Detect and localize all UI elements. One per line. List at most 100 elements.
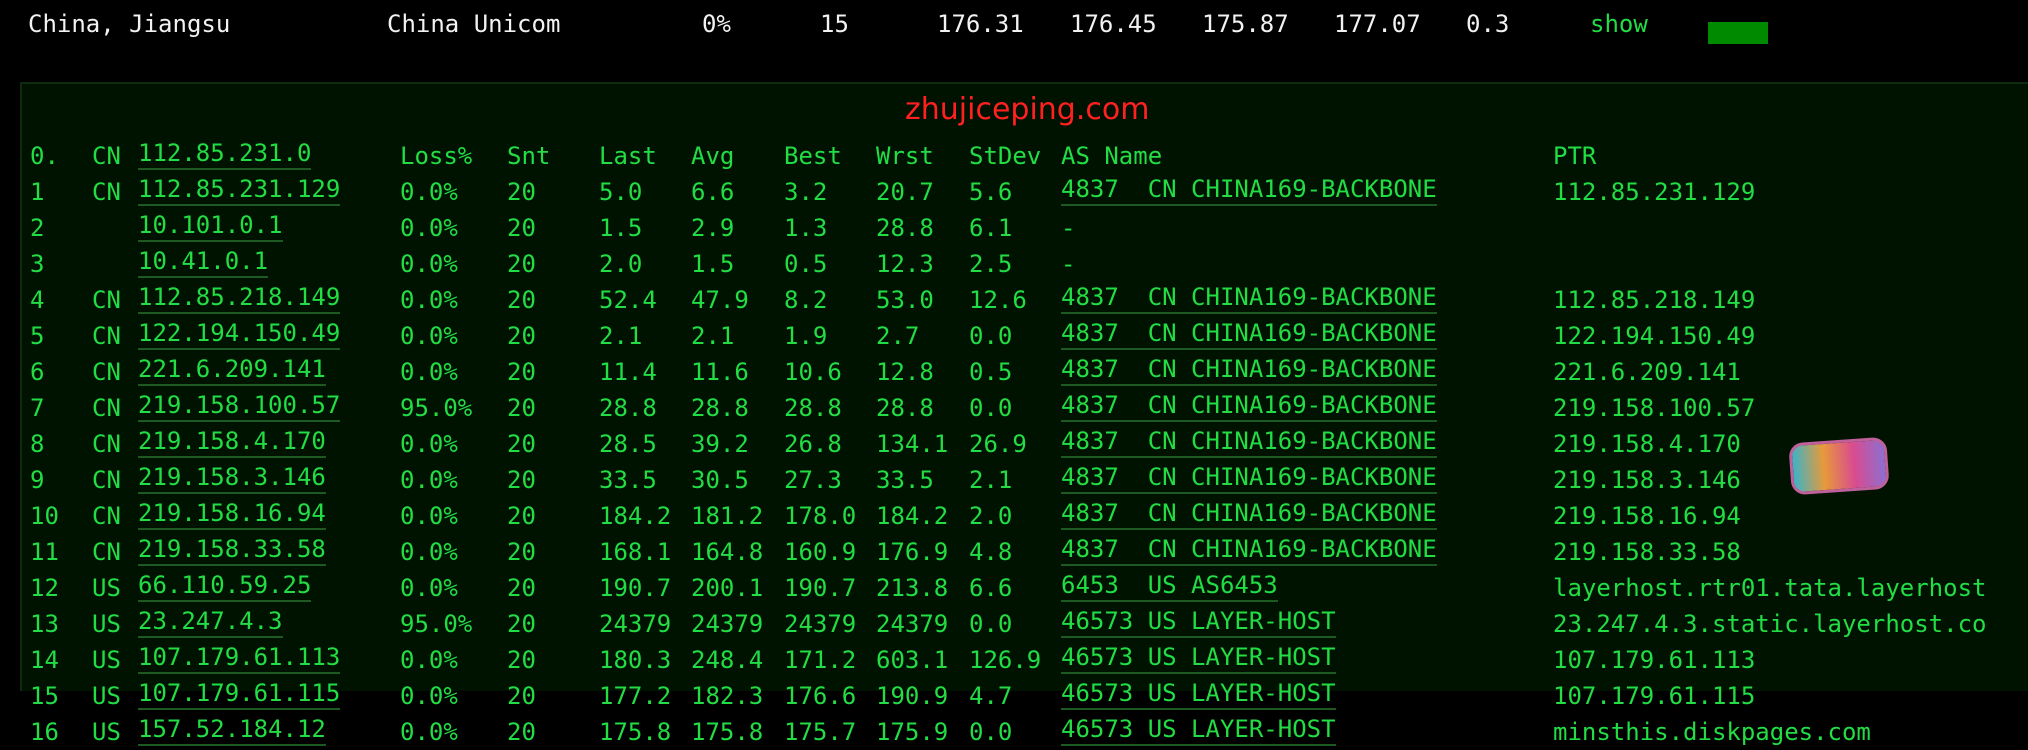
cell-ptr: layerhost.rtr01.tata.layerhost bbox=[1553, 574, 1987, 602]
cell-ip[interactable]: 112.85.218.149 bbox=[138, 282, 341, 314]
cell-best: 10.6 bbox=[784, 358, 842, 386]
cell-as[interactable]: 4837 CN CHINA169-BACKBONE bbox=[1061, 498, 1437, 530]
cell-ip[interactable]: 122.194.150.49 bbox=[138, 318, 341, 350]
cell-best: 27.3 bbox=[784, 466, 842, 494]
cell-ip[interactable]: 219.158.100.57 bbox=[138, 390, 341, 422]
cell-as: - bbox=[1061, 214, 1076, 242]
cell-ip[interactable]: 107.179.61.113 bbox=[138, 642, 341, 674]
cell-ip[interactable]: 221.6.209.141 bbox=[138, 354, 326, 386]
cell-snt: 20 bbox=[507, 394, 536, 422]
cell-best: 24379 bbox=[784, 610, 857, 638]
cell-avg: 11.6 bbox=[691, 358, 749, 386]
watermark: zhujiceping.com bbox=[905, 92, 1150, 127]
cell-ptr: 219.158.33.58 bbox=[1553, 538, 1741, 566]
cell-wrst: 176.9 bbox=[876, 538, 949, 566]
cell-ip[interactable]: 157.52.184.12 bbox=[138, 714, 326, 746]
show-link[interactable]: show bbox=[1590, 10, 1648, 38]
cell-best: 1.3 bbox=[784, 214, 828, 242]
cell-loss: 95.0% bbox=[400, 610, 473, 638]
cell-as[interactable]: 4837 CN CHINA169-BACKBONE bbox=[1061, 462, 1437, 494]
cell-best: 160.9 bbox=[784, 538, 857, 566]
cell-cc: CN bbox=[92, 322, 121, 350]
cell-avg: 47.9 bbox=[691, 286, 749, 314]
cell-best: 176.6 bbox=[784, 682, 857, 710]
cell-snt: 20 bbox=[507, 538, 536, 566]
cell-snt: 20 bbox=[507, 286, 536, 314]
cell-ip[interactable]: 219.158.16.94 bbox=[138, 498, 326, 530]
cell-ip[interactable]: 66.110.59.25 bbox=[138, 570, 312, 602]
cell-stdev: 0.0 bbox=[969, 394, 1013, 422]
cell-ptr: 219.158.3.146 bbox=[1553, 466, 1741, 494]
cell-as[interactable]: 46573 US LAYER-HOST bbox=[1061, 714, 1336, 746]
cell-ptr: 221.6.209.141 bbox=[1553, 358, 1741, 386]
cell-ip[interactable]: 112.85.231.0 bbox=[138, 138, 312, 170]
cell-ip[interactable]: 10.101.0.1 bbox=[138, 210, 283, 242]
cell-num: 16 bbox=[30, 718, 59, 746]
cell-as[interactable]: 46573 US LAYER-HOST bbox=[1061, 678, 1336, 710]
cell-wrst: 190.9 bbox=[876, 682, 949, 710]
cell-wrst: 184.2 bbox=[876, 502, 949, 530]
cell-ip[interactable]: 219.158.33.58 bbox=[138, 534, 326, 566]
cell-snt: 20 bbox=[507, 250, 536, 278]
cell-num: 12 bbox=[30, 574, 59, 602]
cell-best: 0.5 bbox=[784, 250, 828, 278]
status-bar bbox=[1708, 22, 1768, 44]
cell-as[interactable]: 4837 CN CHINA169-BACKBONE bbox=[1061, 534, 1437, 566]
cell-last: 33.5 bbox=[599, 466, 657, 494]
cell-num: 5 bbox=[30, 322, 45, 350]
cell-as[interactable]: 46573 US LAYER-HOST bbox=[1061, 642, 1336, 674]
cell-ip[interactable]: 219.158.3.146 bbox=[138, 462, 326, 494]
cell-as[interactable]: 4837 CN CHINA169-BACKBONE bbox=[1061, 282, 1437, 314]
cell-as[interactable]: 46573 US LAYER-HOST bbox=[1061, 606, 1336, 638]
cell-as[interactable]: 6453 US AS6453 bbox=[1061, 570, 1278, 602]
cell-best: 1.9 bbox=[784, 322, 828, 350]
cell-ip[interactable]: 10.41.0.1 bbox=[138, 246, 269, 278]
cell-cc: US bbox=[92, 574, 121, 602]
sent: 15 bbox=[820, 10, 849, 38]
cell-avg: 1.5 bbox=[691, 250, 735, 278]
cell-as[interactable]: 4837 CN CHINA169-BACKBONE bbox=[1061, 390, 1437, 422]
cell-num: 9 bbox=[30, 466, 45, 494]
cell-cc: US bbox=[92, 682, 121, 710]
table-row: 9 CN 219.158.3.146 0.0% 20 33.5 30.5 27.3 33.5 2.… bbox=[22, 462, 2028, 498]
cell-last: 5.0 bbox=[599, 178, 643, 206]
cell-snt: 20 bbox=[507, 358, 536, 386]
cell-as[interactable]: 4837 CN CHINA169-BACKBONE bbox=[1061, 426, 1437, 458]
cell-num: 11 bbox=[30, 538, 59, 566]
cell-stdev: 6.1 bbox=[969, 214, 1013, 242]
cell-cc: CN bbox=[92, 178, 121, 206]
cell-as[interactable]: 4837 CN CHINA169-BACKBONE bbox=[1061, 318, 1437, 350]
table-row: 2 10.101.0.1 0.0% 20 1.5 2.9 1.3 28.8 6.1 - bbox=[22, 210, 2028, 246]
cell-avg: 6.6 bbox=[691, 178, 735, 206]
cell-num: 10 bbox=[30, 502, 59, 530]
cell-snt: 20 bbox=[507, 610, 536, 638]
table-row: 11 CN 219.158.33.58 0.0% 20 168.1 164.8 160.9 17… bbox=[22, 534, 2028, 570]
cell-cc: CN bbox=[92, 466, 121, 494]
cell-last: 28.8 bbox=[599, 394, 657, 422]
column-header-snt: Snt bbox=[507, 142, 551, 170]
cell-snt: 20 bbox=[507, 178, 536, 206]
cell-as[interactable]: 4837 CN CHINA169-BACKBONE bbox=[1061, 354, 1437, 386]
cell-snt: 20 bbox=[507, 322, 536, 350]
cell-loss: 0.0% bbox=[400, 286, 458, 314]
cell-ip[interactable]: 23.247.4.3 bbox=[138, 606, 283, 638]
table-row: 5 CN 122.194.150.49 0.0% 20 2.1 2.1 1.9 2.7 0.0 48… bbox=[22, 318, 2028, 354]
cell-loss: 0.0% bbox=[400, 358, 458, 386]
cell-ptr: 23.247.4.3.static.layerhost.co bbox=[1553, 610, 1987, 638]
cell-ptr: 219.158.16.94 bbox=[1553, 502, 1741, 530]
column-header-wrst: Wrst bbox=[876, 142, 934, 170]
cell-stdev: 4.8 bbox=[969, 538, 1013, 566]
cell-last: 175.8 bbox=[599, 718, 672, 746]
cell-avg: 28.8 bbox=[691, 394, 749, 422]
table-row: 10 CN 219.158.16.94 0.0% 20 184.2 181.2 178.0 18… bbox=[22, 498, 2028, 534]
cell-as[interactable]: 4837 CN CHINA169-BACKBONE bbox=[1061, 174, 1437, 206]
cell-cc: CN bbox=[92, 430, 121, 458]
cell-ip[interactable]: 219.158.4.170 bbox=[138, 426, 326, 458]
cell-stdev: 2.0 bbox=[969, 502, 1013, 530]
cell-num: 4 bbox=[30, 286, 45, 314]
region: China, Jiangsu bbox=[28, 10, 231, 38]
cell-ptr: minsthis.diskpages.com bbox=[1553, 718, 1871, 746]
cell-ip[interactable]: 107.179.61.115 bbox=[138, 678, 341, 710]
cell-ip[interactable]: 112.85.231.129 bbox=[138, 174, 341, 206]
cell-loss: 0.0% bbox=[400, 682, 458, 710]
